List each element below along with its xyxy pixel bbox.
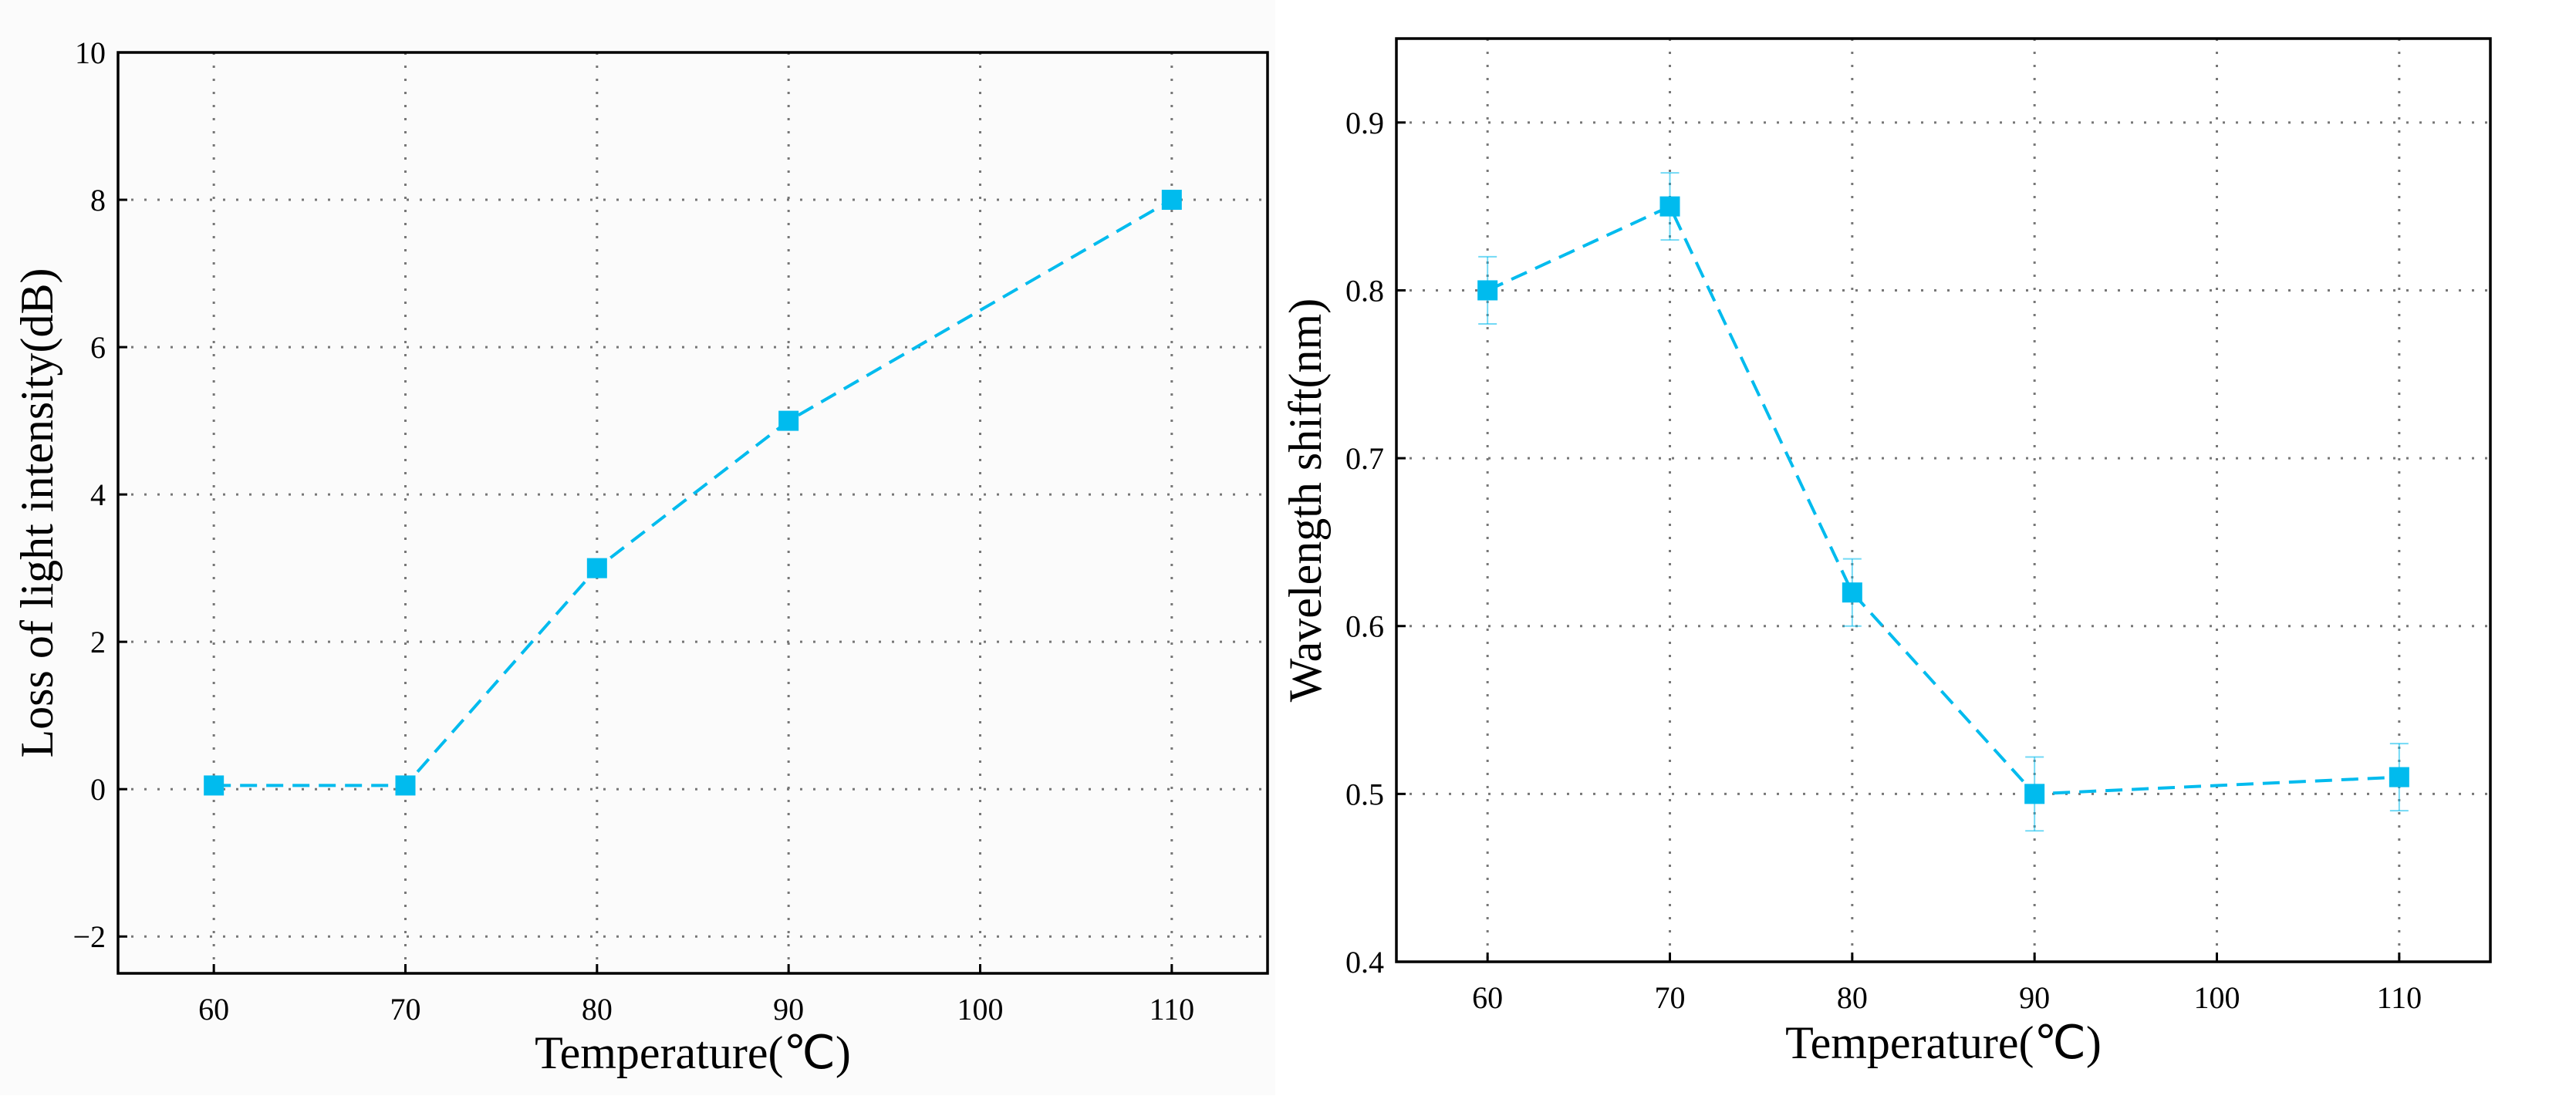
y-tick-label: 0.9 <box>1345 106 1384 140</box>
plot-frame <box>116 51 1269 975</box>
y-axis-title: Wavelength shift(nm) <box>1280 298 1331 702</box>
y-tick-label: 2 <box>90 625 106 659</box>
data-point-marker <box>2389 767 2409 787</box>
data-point-marker <box>1477 280 1498 301</box>
data-point-marker <box>1842 582 1862 603</box>
plot-frame <box>1395 37 2492 963</box>
x-tick-label: 60 <box>198 992 229 1027</box>
y-tick-label: 8 <box>90 183 106 217</box>
series-line <box>1487 204 2399 796</box>
y-tick-label: 4 <box>90 477 106 512</box>
data-series <box>204 190 1182 796</box>
data-point-marker <box>778 410 799 431</box>
x-tick-label: 100 <box>2194 980 2240 1015</box>
data-point-marker <box>204 775 225 796</box>
left-chart-panel: 60 70 80 90 100 110 −2 0 2 4 6 8 10 Temperature(℃) Los… <box>0 0 1275 1095</box>
x-axis-title: Temperature(℃) <box>1785 1017 2102 1068</box>
x-tick-label: 80 <box>582 992 613 1027</box>
y-axis-title: Loss of light intensity(dB) <box>12 268 62 758</box>
data-point-marker <box>586 558 607 578</box>
y-tick-label: 0.6 <box>1345 609 1384 644</box>
data-point-marker <box>1161 190 1182 211</box>
y-tick-label: 10 <box>75 35 106 70</box>
x-tick-label: 90 <box>2019 980 2050 1015</box>
x-tick-label: 110 <box>2377 980 2422 1015</box>
y-tick-label: −2 <box>73 919 106 954</box>
y-tick-label: 0.4 <box>1345 945 1384 980</box>
y-tick-label: 6 <box>90 330 106 365</box>
x-tick-label: 110 <box>1150 992 1195 1027</box>
x-tick-label: 70 <box>1655 980 1686 1015</box>
x-tick-label: 100 <box>957 992 1004 1027</box>
data-point-marker <box>1659 196 1680 217</box>
data-point-marker <box>395 775 416 796</box>
y-tick-label: 0 <box>90 772 106 807</box>
data-point-marker <box>2024 784 2045 804</box>
x-tick-label: 90 <box>773 992 804 1027</box>
y-tick-label: 0.5 <box>1345 777 1384 811</box>
y-tick-label: 0.7 <box>1345 441 1384 476</box>
data-series <box>1477 172 2409 832</box>
x-axis-title: Temperature(℃) <box>535 1027 851 1078</box>
grid <box>118 52 1268 973</box>
x-tick-label: 80 <box>1837 980 1868 1015</box>
right-chart-panel: 60 70 80 90 100 110 0.4 0.5 0.6 0.7 0.8 0.9 Temperat… <box>1280 0 2576 1106</box>
y-tick-label: 0.8 <box>1345 273 1384 308</box>
plot-area <box>1396 39 2490 962</box>
plot-area <box>118 52 1268 973</box>
x-tick-label: 60 <box>1472 980 1503 1015</box>
x-tick-label: 70 <box>390 992 421 1027</box>
